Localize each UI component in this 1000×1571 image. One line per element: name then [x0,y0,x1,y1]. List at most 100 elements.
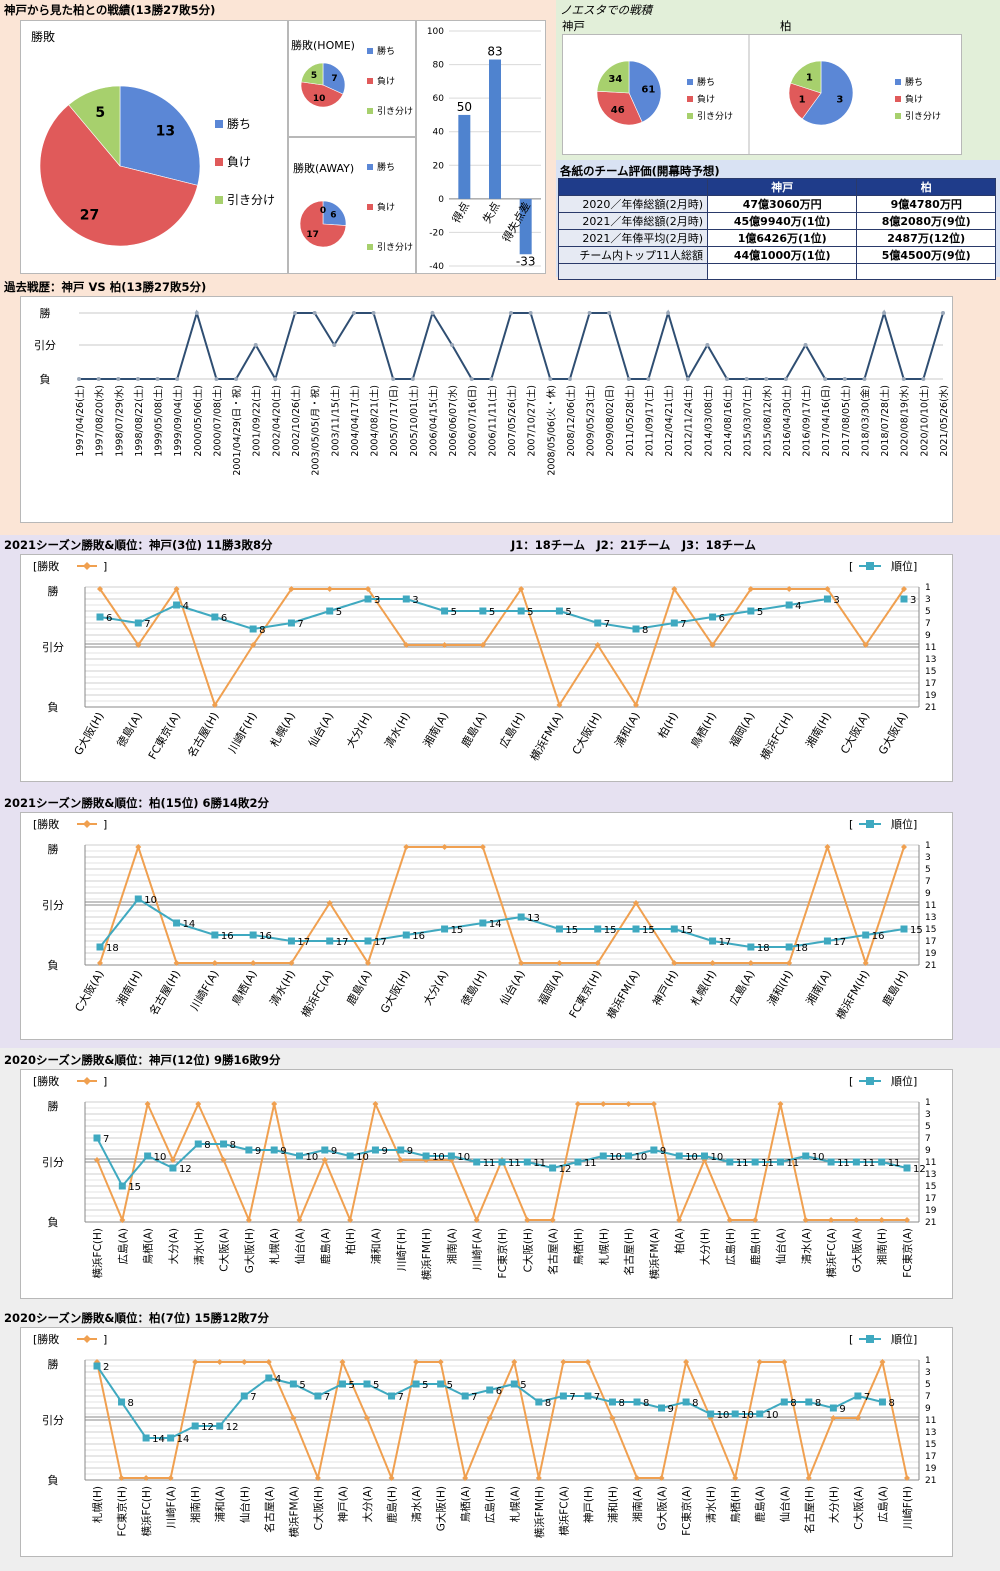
season-opponent-label: 清水(H) [192,1228,205,1265]
history-date-label: 2006/04/15(土) [427,385,439,457]
season-rank-point [211,613,219,621]
season-rank-tick: 9 [925,631,931,641]
season-panel-0: [勝敗][順位] 1 3 5 7 9 11 13 15 17 19 21 勝引分負 6 7 4 6 8 7 5 3 3 5 5… [20,554,953,782]
season-rank-label: 12 [179,1164,192,1175]
goals-tick-label: 100 [427,27,444,37]
season-rank-point [559,1392,567,1400]
history-point [77,377,81,381]
season-wl-point [709,642,716,648]
season-opponent-label: 仙台(A) [305,710,336,750]
eval-header-row: 神戸 柏 [558,178,996,196]
noesta-kobe-pie-slice [596,90,643,126]
season-rank-label: 11 [761,1158,774,1169]
season-rank-point [726,1158,734,1166]
season-wl-point [732,1475,739,1481]
season-wl-point [600,1101,607,1107]
season-wl-point [118,1475,125,1481]
away-pie-data-label: 17 [306,230,319,240]
season-rank-label: 10 [717,1410,730,1421]
season-wl-point [726,1217,733,1223]
season-wl-point [854,1415,861,1421]
season-rank-tick: 21 [925,961,936,971]
season-opponent-label: 鹿島(A) [343,968,374,1008]
season-rank-label: 4 [795,601,801,612]
noesta-kobe-pie-slice [596,60,630,94]
season-wl-point [265,1359,272,1365]
season-wl-point [625,1101,632,1107]
eval-row-label [558,263,708,280]
season-rank-label: 10 [766,1410,779,1421]
history-point [214,377,219,381]
season-rank-point [510,1380,518,1388]
season-opponent-label: 大分(A) [420,968,451,1008]
eval-kashiwa-value: 2487万(12位) [856,229,996,247]
season-panel-1: [勝敗][順位] 1 3 5 7 9 11 13 15 17 19 21 勝引分負 18 10 14 16 16 1… [20,812,953,1040]
history-date-label: 2006/07/16(日) [468,385,479,457]
season-rank-point [441,925,449,933]
history-point [273,377,278,381]
season-opponent-label: 名古屋(A) [263,1486,276,1533]
season-rank-point [167,1434,175,1442]
season-opponent-label: 鳥栖(A) [459,1486,472,1522]
season-opponent-label: 名古屋(H) [146,968,183,1018]
history-date-label: 2015/03/07(土) [742,385,754,457]
season-rank-label: 6 [496,1386,502,1397]
summary-title: 神戸から見た柏との戦績(13勝27敗5分) [4,3,216,17]
season-rank-label: 9 [839,1404,845,1415]
season-opponent-label: 札幌(H) [91,1486,104,1523]
season-rank-label: 5 [565,607,571,618]
season-wl-point [173,586,180,592]
total-pie-panel: 勝敗 13 27 5 勝ち 負け 引き分け [20,20,288,274]
season-rank-label: 5 [447,1380,453,1391]
history-date-label: 2014/08/16(土) [722,385,734,457]
season-rank-point [169,1164,177,1172]
season-rank-label: 11 [483,1158,496,1169]
season-rank-tick: 15 [925,925,936,935]
season-rank-point [270,1146,278,1154]
season-wl-point [288,586,295,592]
season-opponent-label: 広島(A) [876,1486,889,1522]
history-point [646,377,651,381]
season-wl-point [326,586,333,592]
season-rank-label: 7 [569,1392,575,1403]
history-date-label: 2016/04/30(土) [781,385,793,457]
eval-row-label: 2021／年俸総額(2月時) [558,212,708,230]
history-point [744,377,749,381]
season-rank-point [823,595,831,603]
season-opponent-label: FC東京(H) [496,1228,509,1278]
season-rank-label: 9 [660,1146,666,1157]
season-opponent-label: 徳島(A) [114,710,145,750]
season-rank-label: 11 [533,1158,546,1169]
noesta-kobe-pie-legend-swatch [687,96,693,102]
season-wl-point [824,586,831,592]
season-opponent-label: 横浜FC(A) [557,1486,570,1536]
season-rank-label: 11 [508,1158,521,1169]
season-opponent-label: 鳥栖(H) [572,1228,585,1265]
season-rank-point [862,931,870,939]
history-point [783,377,788,381]
season-rank-tick: 19 [925,691,937,701]
season-wl-point [245,1217,252,1223]
total-pie-data-label: 5 [95,105,105,121]
season-opponent-label: G大阪(H) [243,1228,256,1273]
season-wl-point [216,1359,223,1365]
history-point [528,311,533,315]
season-rank-label: 14 [177,1434,190,1445]
history-date-label: 2020/08/19(水) [899,385,911,457]
season-wl-point [339,1359,346,1365]
total-pie-legend-label: 引き分け [227,193,275,207]
season-rank-point [321,1146,329,1154]
season-rank-label: 18 [106,943,119,954]
season-opponent-label: 名古屋(H) [803,1486,816,1534]
season-rank-label: 5 [527,607,533,618]
away-pie-legend-label: 勝ち [377,161,395,173]
total-pie-legend-swatch [215,158,223,166]
season-wl-point [326,900,333,906]
away-pie-panel: 勝敗(AWAY) 6 17 0 勝ち 負け 引き分け [288,137,416,274]
noesta-kashiwa-pie-data-label: 1 [799,95,806,106]
season-rank-tick: 1 [925,1356,931,1366]
history-date-label: 2018/03/30(金) [859,385,871,457]
